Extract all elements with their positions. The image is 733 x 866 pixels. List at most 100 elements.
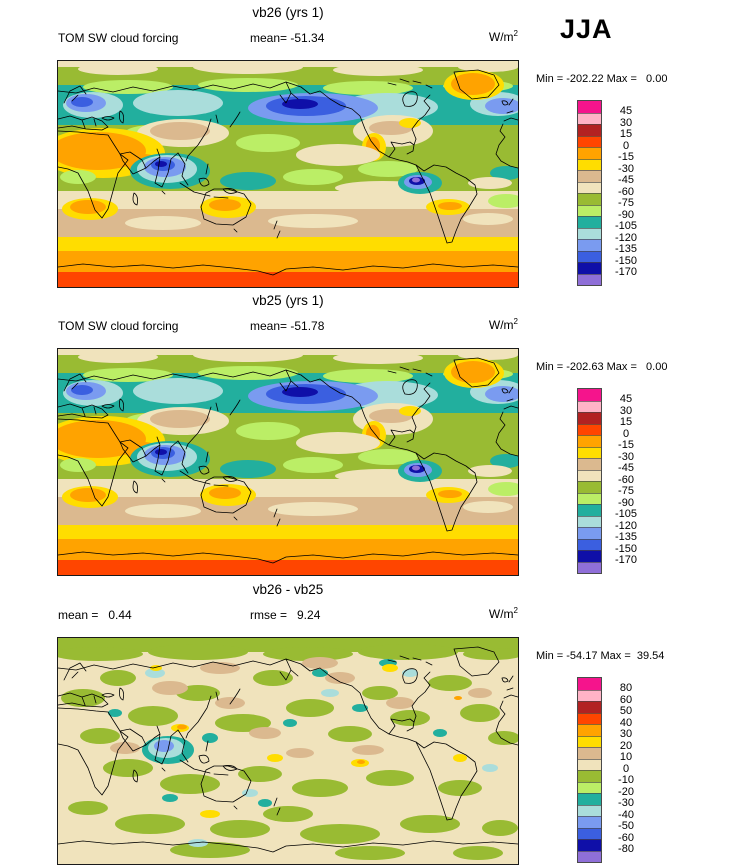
- colorbar-cell: [578, 701, 601, 713]
- colorbar-tick-label: 45: [619, 105, 633, 117]
- units-label: W/m2: [58, 606, 518, 621]
- colorbar-tick-label: 60: [619, 693, 633, 706]
- colorbar-cell: [578, 804, 601, 816]
- map-difference: [57, 637, 519, 865]
- colorbar-swatches: [577, 677, 602, 863]
- colorbar-tick-label: 40: [619, 716, 633, 729]
- colorbar-tick-label: -45: [618, 462, 634, 474]
- colorbar-tick-label: -50: [618, 820, 634, 832]
- minmax-stat: Min = -202.22 Max = 0.00: [536, 73, 668, 85]
- colorbar-cell: [578, 758, 601, 770]
- units-base: W/m: [488, 318, 514, 332]
- colorbar-tick-label: 0: [622, 139, 630, 152]
- panel-difference: vb26 - vb25 mean = 0.44 rmse = 9.24 W/m2…: [0, 577, 733, 865]
- colorbar-tick-label: -20: [618, 785, 634, 798]
- colorbar-tick-label: -80: [618, 843, 634, 855]
- colorbar-tick-label: 50: [619, 705, 633, 717]
- colorbar-tick-label: 30: [619, 728, 633, 740]
- map-graphic-vb26: [58, 61, 518, 287]
- colorbar-cell: [578, 101, 601, 113]
- colorbar-cell: [578, 181, 601, 193]
- colorbar-cell: [578, 770, 601, 782]
- colorbar-cell: [578, 689, 601, 701]
- colorbar-difference: 80 60 50 40 30 20 10 0 -10 -20 -30 -40 -50 -60 -80: [577, 677, 657, 863]
- colorbar-cell: [578, 193, 601, 205]
- colorbar-tick-label: -15: [618, 439, 634, 451]
- colorbar-cell: [578, 458, 601, 470]
- panel-vb25: vb25 (yrs 1) TOM SW cloud forcing mean= …: [0, 288, 733, 576]
- colorbar-tick-label: 20: [619, 739, 633, 752]
- colorbar-tick-label: -30: [618, 162, 634, 175]
- units-base: W/m: [488, 30, 514, 44]
- units-label: W/m2: [58, 317, 518, 332]
- mean-stat: mean= -51.78: [250, 319, 325, 333]
- colorbar-tick-label: 10: [619, 751, 633, 763]
- colorbar-tick-label: -90: [618, 496, 634, 509]
- mean-stat: mean = 0.44: [58, 608, 132, 622]
- colorbar-tick-label: -90: [618, 208, 634, 221]
- colorbar-vb26: 45 30 15 0 -15 -30 -45 -60 -75 -90 -105 -120 -135 -15…: [577, 100, 657, 286]
- colorbar-cell: [578, 504, 601, 516]
- colorbar-swatches: [577, 100, 602, 286]
- colorbar-cell: [578, 250, 601, 262]
- colorbar-cell: [578, 550, 601, 562]
- colorbar-cell: [578, 446, 601, 458]
- colorbar-tick-label: -150: [614, 542, 638, 555]
- colorbar-tick-label: -120: [614, 519, 638, 532]
- colorbar-tick-label: -40: [618, 808, 634, 821]
- colorbar-cell: [578, 124, 601, 136]
- colorbar-tick-label: -60: [618, 831, 634, 844]
- colorbar-cell: [578, 527, 601, 539]
- minmax-stat: Min = -202.63 Max = 0.00: [536, 361, 668, 373]
- colorbar-tick-label: 30: [619, 404, 633, 417]
- variable-label: TOM SW cloud forcing: [58, 31, 179, 45]
- mean-stat: mean= -51.34: [250, 31, 325, 45]
- colorbar-cell: [578, 816, 601, 828]
- units-exponent: 2: [513, 317, 518, 326]
- colorbar-cell: [578, 273, 601, 285]
- colorbar-cell: [578, 781, 601, 793]
- colorbar-cell: [578, 538, 601, 550]
- variable-label: TOM SW cloud forcing: [58, 319, 179, 333]
- panel-title: vb26 (yrs 1): [252, 5, 324, 20]
- colorbar-cell: [578, 850, 601, 862]
- colorbar-tick-label: -60: [618, 185, 634, 198]
- colorbar-tick-label: 30: [619, 116, 633, 129]
- panel-title: vb25 (yrs 1): [252, 293, 324, 308]
- colorbar-cell: [578, 827, 601, 839]
- colorbar-tick-label: -170: [614, 554, 638, 566]
- colorbar-tick-label: 80: [619, 682, 633, 694]
- colorbar-cell: [578, 839, 601, 851]
- colorbar-cell: [578, 423, 601, 435]
- minmax-stat: Min = -54.17 Max = 39.54: [536, 650, 665, 662]
- colorbar-tick-label: -105: [614, 220, 638, 232]
- colorbar-tick-label: -170: [614, 266, 638, 278]
- colorbar-cell: [578, 724, 601, 736]
- units-label: W/m2: [58, 29, 518, 44]
- colorbar-cell: [578, 712, 601, 724]
- colorbar-cell: [578, 227, 601, 239]
- colorbar-tick-label: 15: [619, 128, 633, 140]
- colorbar-tick-label: -60: [618, 473, 634, 486]
- season-label: JJA: [560, 14, 613, 44]
- colorbar-cell: [578, 389, 601, 401]
- colorbar-tick-label: -150: [614, 254, 638, 267]
- units-base: W/m: [488, 607, 514, 621]
- colorbar-cell: [578, 678, 601, 690]
- rmse-stat: rmse = 9.24: [250, 608, 321, 622]
- colorbar-cell: [578, 147, 601, 159]
- panel-vb26: vb26 (yrs 1) TOM SW cloud forcing mean= …: [0, 0, 733, 288]
- colorbar-tick-label: 0: [622, 762, 630, 775]
- colorbar-tick-label: 15: [619, 416, 633, 428]
- colorbar-cell: [578, 561, 601, 573]
- colorbar-cell: [578, 435, 601, 447]
- colorbar-cell: [578, 469, 601, 481]
- colorbar-cell: [578, 412, 601, 424]
- colorbar-cell: [578, 170, 601, 182]
- colorbar-cell: [578, 216, 601, 228]
- colorbar-tick-label: -75: [618, 485, 634, 497]
- colorbar-swatches: [577, 388, 602, 574]
- map-vb25: [57, 348, 519, 576]
- colorbar-cell: [578, 735, 601, 747]
